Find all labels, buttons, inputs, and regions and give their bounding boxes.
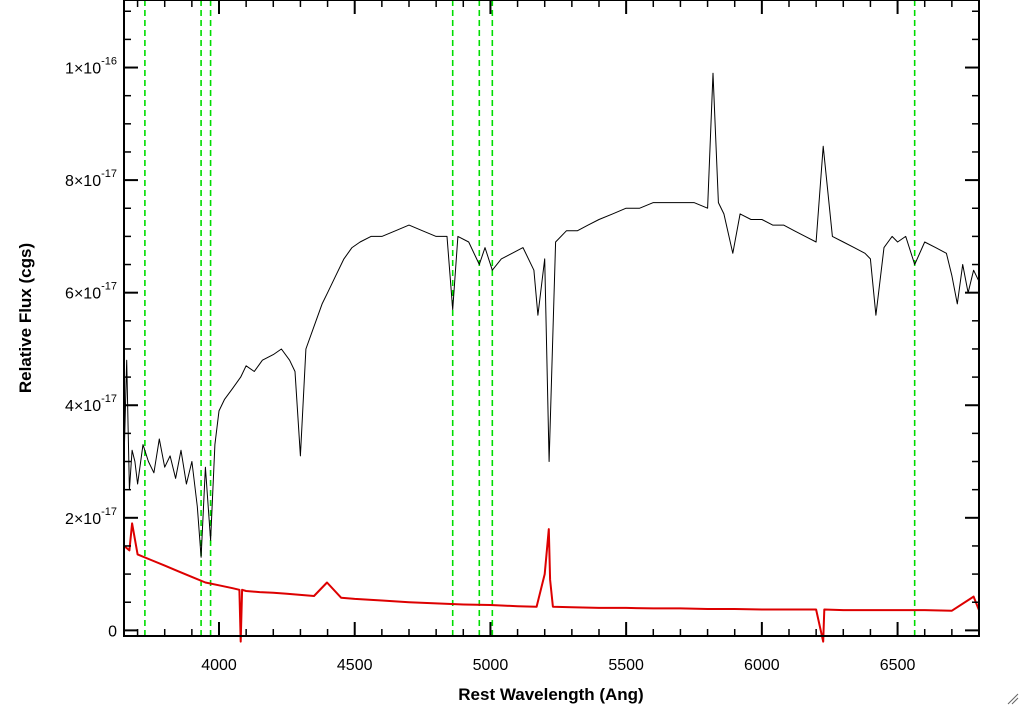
y-axis-label: Relative Flux (cgs): [16, 243, 35, 393]
x-tick-label: 4000: [201, 657, 237, 674]
axis-ticks: [124, 0, 980, 636]
spectrum-flux-line: [123, 72, 980, 558]
x-tick-labels: 4000 4500 5000 5500 6000 6500: [201, 657, 915, 674]
x-tick-label: 4500: [337, 657, 373, 674]
spectrum-error-line: [123, 522, 980, 643]
y-tick-label: 0: [108, 623, 117, 640]
x-tick-label: 6500: [880, 657, 916, 674]
y-tick-label: 2×10-17: [65, 506, 117, 528]
y-tick-label: 6×10-17: [65, 281, 117, 303]
x-tick-label: 5500: [608, 657, 644, 674]
y-tick-labels: 0 2×10-17 4×10-17 6×10-17 8×10-17 1×10-16: [65, 56, 117, 641]
y-tick-label: 4×10-17: [65, 393, 117, 415]
y-tick-label: 1×10-16: [65, 56, 117, 78]
series-layer: [123, 72, 980, 643]
x-tick-label: 5000: [473, 657, 509, 674]
plot-frame: [123, 0, 980, 637]
resize-grip-icon: [1007, 693, 1019, 705]
y-tick-label: 8×10-17: [65, 168, 117, 190]
x-tick-label: 6000: [744, 657, 780, 674]
x-axis-label: Rest Wavelength (Ang): [458, 685, 643, 704]
